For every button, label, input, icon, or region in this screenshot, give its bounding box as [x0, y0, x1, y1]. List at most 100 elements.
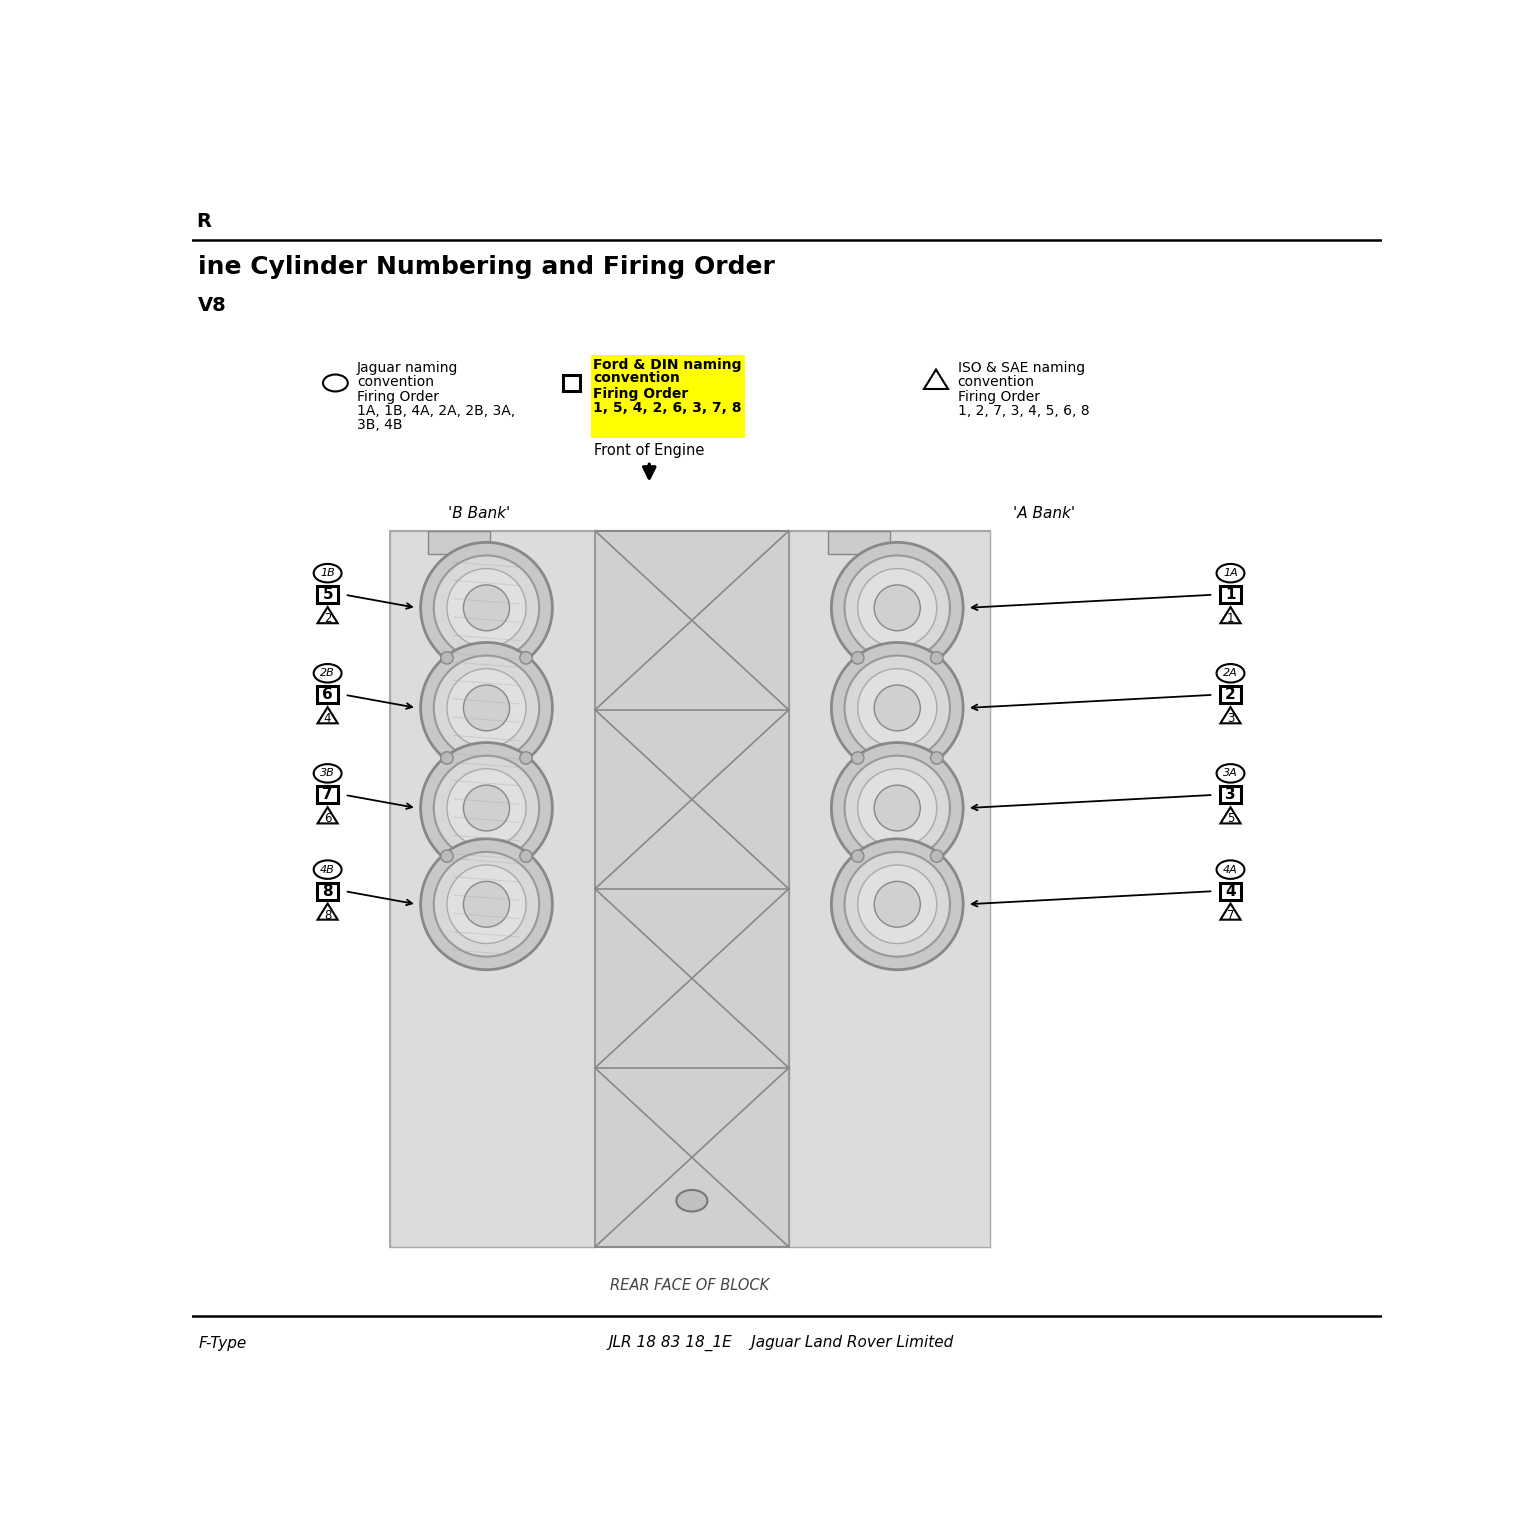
Text: ISO & SAE naming: ISO & SAE naming	[958, 361, 1084, 375]
Text: Front of Engine: Front of Engine	[594, 442, 705, 458]
Text: 1: 1	[1226, 587, 1236, 602]
Circle shape	[519, 651, 533, 664]
Bar	[1220, 587, 1241, 604]
Bar	[316, 786, 338, 803]
Circle shape	[845, 756, 949, 860]
Text: 8: 8	[324, 909, 332, 922]
Bar	[790, 531, 991, 1247]
Circle shape	[851, 849, 863, 862]
Bar	[429, 531, 490, 554]
Circle shape	[857, 865, 937, 943]
Text: 8: 8	[323, 883, 333, 899]
Circle shape	[421, 542, 553, 673]
Circle shape	[464, 785, 510, 831]
Text: 1, 5, 4, 2, 6, 3, 7, 8: 1, 5, 4, 2, 6, 3, 7, 8	[593, 401, 742, 415]
Circle shape	[433, 556, 539, 660]
Circle shape	[874, 785, 920, 831]
Text: 3: 3	[1227, 713, 1235, 725]
Circle shape	[441, 849, 453, 862]
Circle shape	[845, 556, 949, 660]
Text: 7: 7	[1227, 909, 1235, 922]
Bar	[316, 687, 338, 703]
Circle shape	[931, 849, 943, 862]
Text: 6: 6	[323, 687, 333, 702]
Text: Firing Order: Firing Order	[958, 390, 1040, 404]
Text: 1, 2, 7, 3, 4, 5, 6, 8: 1, 2, 7, 3, 4, 5, 6, 8	[958, 404, 1089, 418]
Text: ine Cylinder Numbering and Firing Order: ine Cylinder Numbering and Firing Order	[198, 255, 776, 280]
Bar	[1220, 786, 1241, 803]
Circle shape	[874, 585, 920, 631]
Bar	[564, 375, 581, 392]
Circle shape	[857, 668, 937, 746]
Circle shape	[464, 882, 510, 928]
Text: 3A: 3A	[1223, 768, 1238, 779]
Bar	[1220, 687, 1241, 703]
Bar	[316, 883, 338, 900]
Circle shape	[874, 685, 920, 731]
Text: 4A: 4A	[1223, 865, 1238, 874]
Text: 1A: 1A	[1223, 568, 1238, 578]
Text: 4: 4	[324, 713, 332, 725]
Circle shape	[433, 656, 539, 760]
Text: 5: 5	[1227, 813, 1235, 825]
Circle shape	[441, 751, 453, 763]
Text: 4: 4	[1226, 883, 1236, 899]
Text: V8: V8	[198, 296, 227, 315]
Text: 7: 7	[323, 788, 333, 802]
Circle shape	[464, 685, 510, 731]
Text: convention: convention	[958, 375, 1035, 389]
Text: 3: 3	[1226, 788, 1236, 802]
Text: 5: 5	[323, 587, 333, 602]
Ellipse shape	[676, 1190, 708, 1212]
Text: R: R	[197, 212, 210, 230]
Text: 1: 1	[1227, 613, 1235, 625]
Circle shape	[447, 768, 525, 848]
Text: 3B, 4B: 3B, 4B	[356, 418, 402, 432]
Text: Firing Order: Firing Order	[593, 387, 688, 401]
Text: F-Type: F-Type	[198, 1336, 246, 1350]
Text: Ford & DIN naming: Ford & DIN naming	[593, 358, 742, 372]
Circle shape	[421, 839, 553, 969]
Circle shape	[433, 756, 539, 860]
Text: 'B Bank': 'B Bank'	[447, 507, 510, 521]
Circle shape	[447, 865, 525, 943]
Circle shape	[831, 742, 963, 874]
Circle shape	[931, 651, 943, 664]
Bar	[390, 531, 594, 1247]
Circle shape	[857, 768, 937, 848]
Bar	[1220, 883, 1241, 900]
Circle shape	[831, 542, 963, 673]
Text: 2B: 2B	[319, 668, 335, 679]
Circle shape	[421, 742, 553, 874]
Circle shape	[851, 751, 863, 763]
Text: 6: 6	[324, 813, 332, 825]
Text: Firing Order: Firing Order	[356, 390, 439, 404]
Text: convention: convention	[356, 375, 435, 389]
Text: convention: convention	[593, 372, 680, 386]
Text: 2A: 2A	[1223, 668, 1238, 679]
Circle shape	[447, 668, 525, 746]
Bar	[594, 531, 790, 1247]
Circle shape	[931, 751, 943, 763]
Text: 'A Bank': 'A Bank'	[1014, 507, 1075, 521]
Bar	[316, 587, 338, 604]
Text: 2: 2	[1226, 687, 1236, 702]
Circle shape	[519, 751, 533, 763]
Text: 4B: 4B	[319, 865, 335, 874]
Circle shape	[433, 852, 539, 957]
Text: 2: 2	[324, 613, 332, 625]
Circle shape	[857, 568, 937, 647]
Circle shape	[831, 642, 963, 773]
Bar	[828, 531, 889, 554]
Circle shape	[851, 651, 863, 664]
Text: 3B: 3B	[319, 768, 335, 779]
Circle shape	[831, 839, 963, 969]
Circle shape	[447, 568, 525, 647]
Circle shape	[845, 852, 949, 957]
Circle shape	[464, 585, 510, 631]
Bar	[390, 531, 991, 1247]
Text: 1B: 1B	[319, 568, 335, 578]
Circle shape	[845, 656, 949, 760]
Circle shape	[421, 642, 553, 773]
Text: 1A, 1B, 4A, 2A, 2B, 3A,: 1A, 1B, 4A, 2A, 2B, 3A,	[356, 404, 515, 418]
